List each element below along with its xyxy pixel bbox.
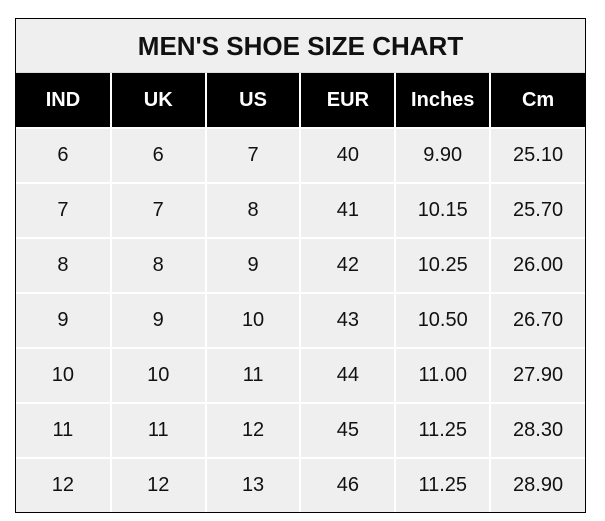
- table-cell: 12: [109, 457, 206, 512]
- table-cell: 13: [204, 457, 301, 512]
- table-cell: 25.10: [489, 127, 585, 183]
- table-cell: 7: [204, 127, 301, 183]
- column-header: Cm: [489, 73, 585, 128]
- column-header: Inches: [394, 73, 491, 128]
- table-cell: 42: [299, 237, 396, 293]
- column-header: US: [204, 73, 301, 128]
- column-header: IND: [16, 73, 111, 128]
- table-cell: 10: [16, 347, 111, 403]
- table-row: 7 7 8 41 10.15 25.70: [16, 182, 585, 238]
- table-cell: 27.90: [489, 347, 585, 403]
- table-cell: 10.50: [394, 292, 491, 348]
- table-row: 10 10 11 44 11.00 27.90: [16, 347, 585, 403]
- table-cell: 45: [299, 402, 396, 458]
- table-cell: 12: [16, 457, 111, 512]
- table-row: 9 9 10 43 10.50 26.70: [16, 292, 585, 348]
- table-cell: 10: [204, 292, 301, 348]
- table-row: 11 11 12 45 11.25 28.30: [16, 402, 585, 458]
- table-cell: 11: [204, 347, 301, 403]
- table-cell: 44: [299, 347, 396, 403]
- table-cell: 11.25: [394, 402, 491, 458]
- table-cell: 7: [109, 182, 206, 238]
- table-cell: 8: [109, 237, 206, 293]
- table-cell: 11.25: [394, 457, 491, 512]
- table-cell: 41: [299, 182, 396, 238]
- table-cell: 28.30: [489, 402, 585, 458]
- table-cell: 12: [204, 402, 301, 458]
- size-chart: MEN'S SHOE SIZE CHART IND UK US EUR Inches Cm…: [15, 18, 586, 513]
- table-cell: 8: [204, 182, 301, 238]
- table-cell: 8: [16, 237, 111, 293]
- table-cell: 40: [299, 127, 396, 183]
- chart-title: MEN'S SHOE SIZE CHART: [16, 19, 585, 73]
- table-cell: 25.70: [489, 182, 585, 238]
- table-row: 12 12 13 46 11.25 28.90: [16, 457, 585, 512]
- column-header: UK: [109, 73, 206, 128]
- table-cell: 11.00: [394, 347, 491, 403]
- table-cell: 46: [299, 457, 396, 512]
- table-cell: 26.70: [489, 292, 585, 348]
- table-cell: 7: [16, 182, 111, 238]
- table-row: 8 8 9 42 10.25 26.00: [16, 237, 585, 293]
- table-cell: 6: [16, 127, 111, 183]
- table-cell: 10: [109, 347, 206, 403]
- table-cell: 10.25: [394, 237, 491, 293]
- table-cell: 9: [16, 292, 111, 348]
- table-cell: 9: [204, 237, 301, 293]
- table-row: 6 6 7 40 9.90 25.10: [16, 127, 585, 183]
- size-table: IND UK US EUR Inches Cm 6 6 7 40 9.90 25.10 7 7 8 41 10…: [16, 73, 585, 512]
- table-cell: 6: [109, 127, 206, 183]
- table-cell: 26.00: [489, 237, 585, 293]
- table-cell: 28.90: [489, 457, 585, 512]
- table-cell: 10.15: [394, 182, 491, 238]
- table-cell: 11: [16, 402, 111, 458]
- table-cell: 9: [109, 292, 206, 348]
- table-cell: 43: [299, 292, 396, 348]
- column-header: EUR: [299, 73, 396, 128]
- table-cell: 11: [109, 402, 206, 458]
- table-cell: 9.90: [394, 127, 491, 183]
